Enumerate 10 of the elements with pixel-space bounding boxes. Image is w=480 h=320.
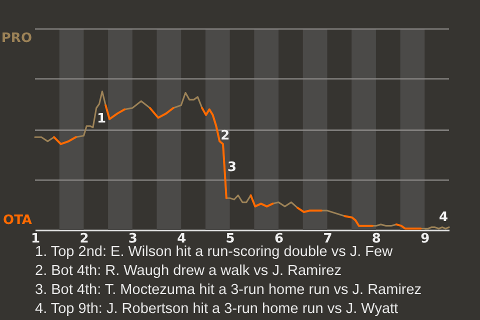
text: OTA bbox=[3, 213, 32, 228]
annotation: 1 bbox=[96, 111, 106, 126]
text: 2. Bot 4th: R. Waugh drew a walk vs J. Ramirez bbox=[35, 262, 342, 281]
text: 4. Top 9th: J. Robertson hit a 3-run home run vs J. Wyatt bbox=[35, 300, 400, 319]
annotation: 3 bbox=[227, 160, 237, 175]
ref-line-label: PRO bbox=[1, 31, 32, 46]
text: 3. Bot 4th: T. Moctezuma hit a 3-run home run vs J. Ramirez bbox=[35, 281, 422, 300]
x-tick-label: 9 bbox=[420, 232, 430, 246]
annotation: 4 bbox=[438, 210, 448, 226]
annotation: 2 bbox=[220, 128, 230, 144]
